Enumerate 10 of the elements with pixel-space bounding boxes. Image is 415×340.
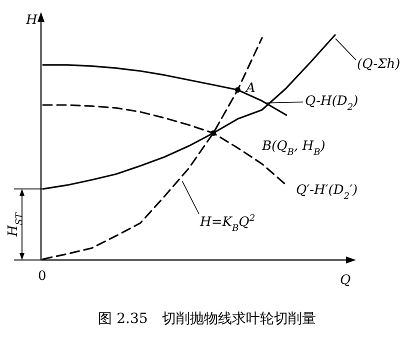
- text: (Q-Σh): [357, 57, 400, 72]
- text: 图 2.35 切削抛物线求叶轮切削量: [98, 311, 316, 327]
- legend-label: Q-H(D$_{2}$): [305, 94, 358, 113]
- y-axis-title: H: [25, 13, 38, 28]
- annotation: A: [245, 81, 256, 96]
- text: 0: [38, 269, 46, 284]
- text: H=K$_{B}$Q$^{2}$: [199, 214, 256, 234]
- annotation: B(Q$_{B}$, H$_{B}$): [261, 139, 326, 158]
- series-label: Q′-H′(D$_{2}$′): [296, 183, 358, 202]
- x-axis-title: Q: [340, 273, 351, 288]
